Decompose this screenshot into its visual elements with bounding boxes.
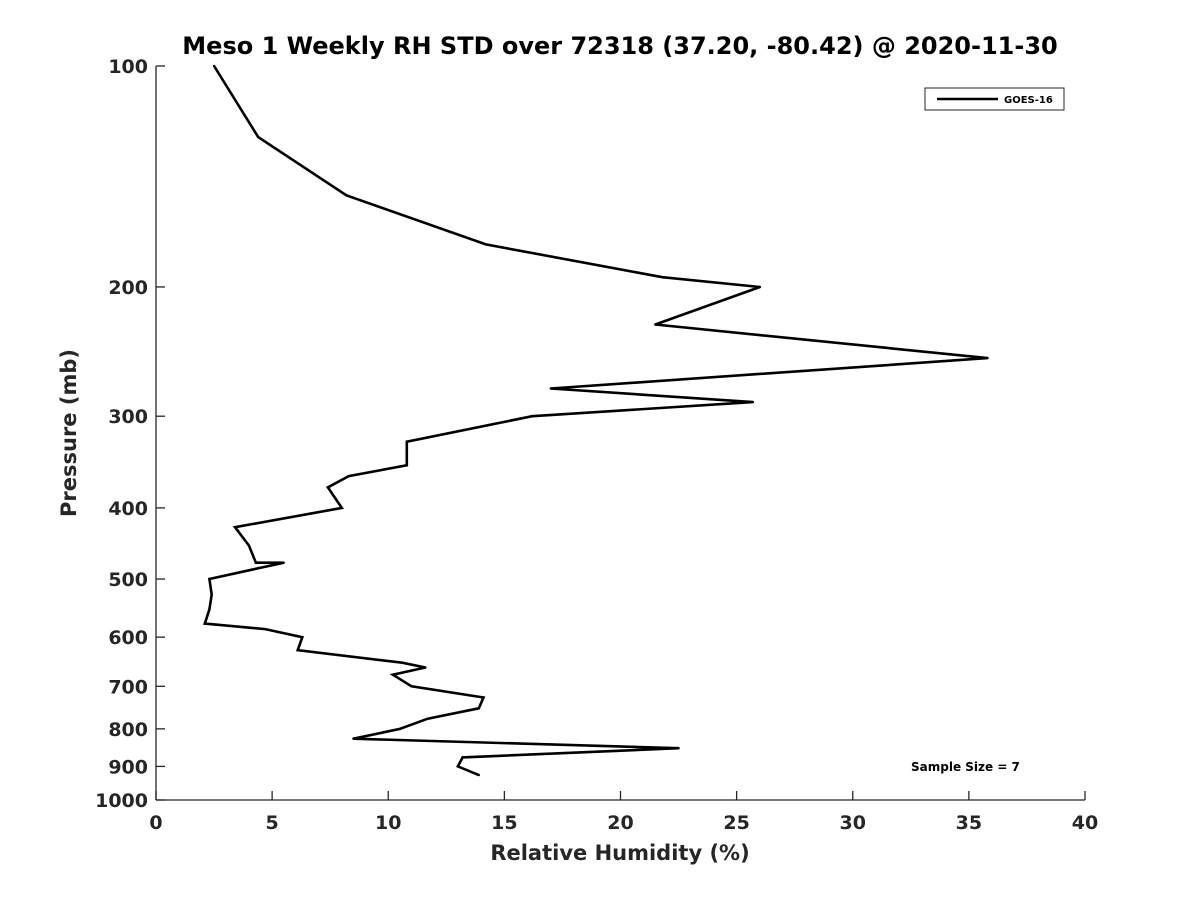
data-point: [482, 696, 485, 699]
data-point: [208, 608, 211, 611]
series-points: [203, 64, 989, 777]
x-tick-label: 0: [149, 812, 162, 834]
data-point: [210, 593, 213, 596]
data-point: [391, 673, 395, 676]
data-point: [426, 717, 429, 720]
data-point: [257, 135, 260, 139]
data-point: [301, 636, 304, 639]
data-point: [677, 747, 680, 750]
legend: GOES-16: [924, 87, 1065, 111]
data-point: [531, 415, 534, 418]
data-point: [424, 666, 427, 669]
data-point: [405, 464, 408, 467]
y-tick-label: 200: [108, 277, 148, 299]
legend-label: GOES-16: [1004, 95, 1053, 106]
data-point: [654, 323, 657, 326]
data-point: [661, 276, 664, 279]
x-axis-ticks: 0 5 10 15 20 25 30 35 40: [149, 791, 1098, 834]
data-point: [477, 707, 480, 710]
y-axis-ticks: 100 200 300 400 500 600 700 800 900 1000: [95, 56, 165, 812]
data-point: [345, 194, 348, 197]
y-tick-label: 500: [108, 569, 148, 591]
data-point: [247, 544, 251, 547]
data-point: [549, 387, 552, 390]
data-point: [208, 577, 211, 581]
y-tick-label: 300: [108, 406, 148, 428]
y-tick-label: 900: [108, 756, 148, 778]
data-point: [212, 64, 216, 68]
data-point: [401, 661, 404, 664]
data-point: [484, 243, 487, 246]
data-point: [477, 773, 480, 777]
data-point: [758, 285, 762, 289]
data-point: [347, 474, 350, 478]
data-point: [203, 622, 206, 625]
x-tick-label: 5: [266, 812, 279, 834]
series-line-goes-16: [203, 65, 988, 777]
y-tick-label: 800: [108, 719, 148, 741]
x-axis-label: Relative Humidity (%): [490, 841, 749, 865]
x-tick-label: 15: [491, 812, 517, 834]
data-point: [398, 727, 402, 731]
data-point: [233, 526, 237, 529]
y-tick-label: 100: [108, 56, 148, 78]
y-tick-label: 600: [108, 627, 148, 649]
data-point: [282, 561, 285, 564]
data-point: [326, 486, 330, 489]
x-tick-label: 10: [375, 812, 401, 834]
x-tick-label: 40: [1072, 812, 1098, 834]
chart-title: Meso 1 Weekly RH STD over 72318 (37.20, …: [182, 32, 1057, 60]
data-point: [254, 561, 258, 564]
data-point: [340, 506, 343, 510]
sample-size-annotation: Sample Size = 7: [911, 760, 1020, 774]
data-point: [405, 440, 408, 443]
y-tick-label: 1000: [95, 790, 148, 812]
data-point: [986, 356, 989, 360]
y-tick-label: 400: [108, 498, 148, 520]
x-tick-label: 30: [840, 812, 866, 834]
data-point: [456, 765, 460, 768]
data-point: [264, 627, 267, 631]
y-tick-label: 700: [108, 676, 148, 698]
data-point: [296, 649, 299, 652]
data-point: [461, 756, 464, 759]
y-axis-label: Pressure (mb): [57, 349, 81, 517]
data-point: [410, 685, 413, 688]
x-tick-label: 25: [723, 812, 749, 834]
data-point: [751, 400, 755, 404]
x-tick-label: 35: [956, 812, 982, 834]
data-point: [352, 737, 355, 740]
x-tick-label: 20: [607, 812, 633, 834]
